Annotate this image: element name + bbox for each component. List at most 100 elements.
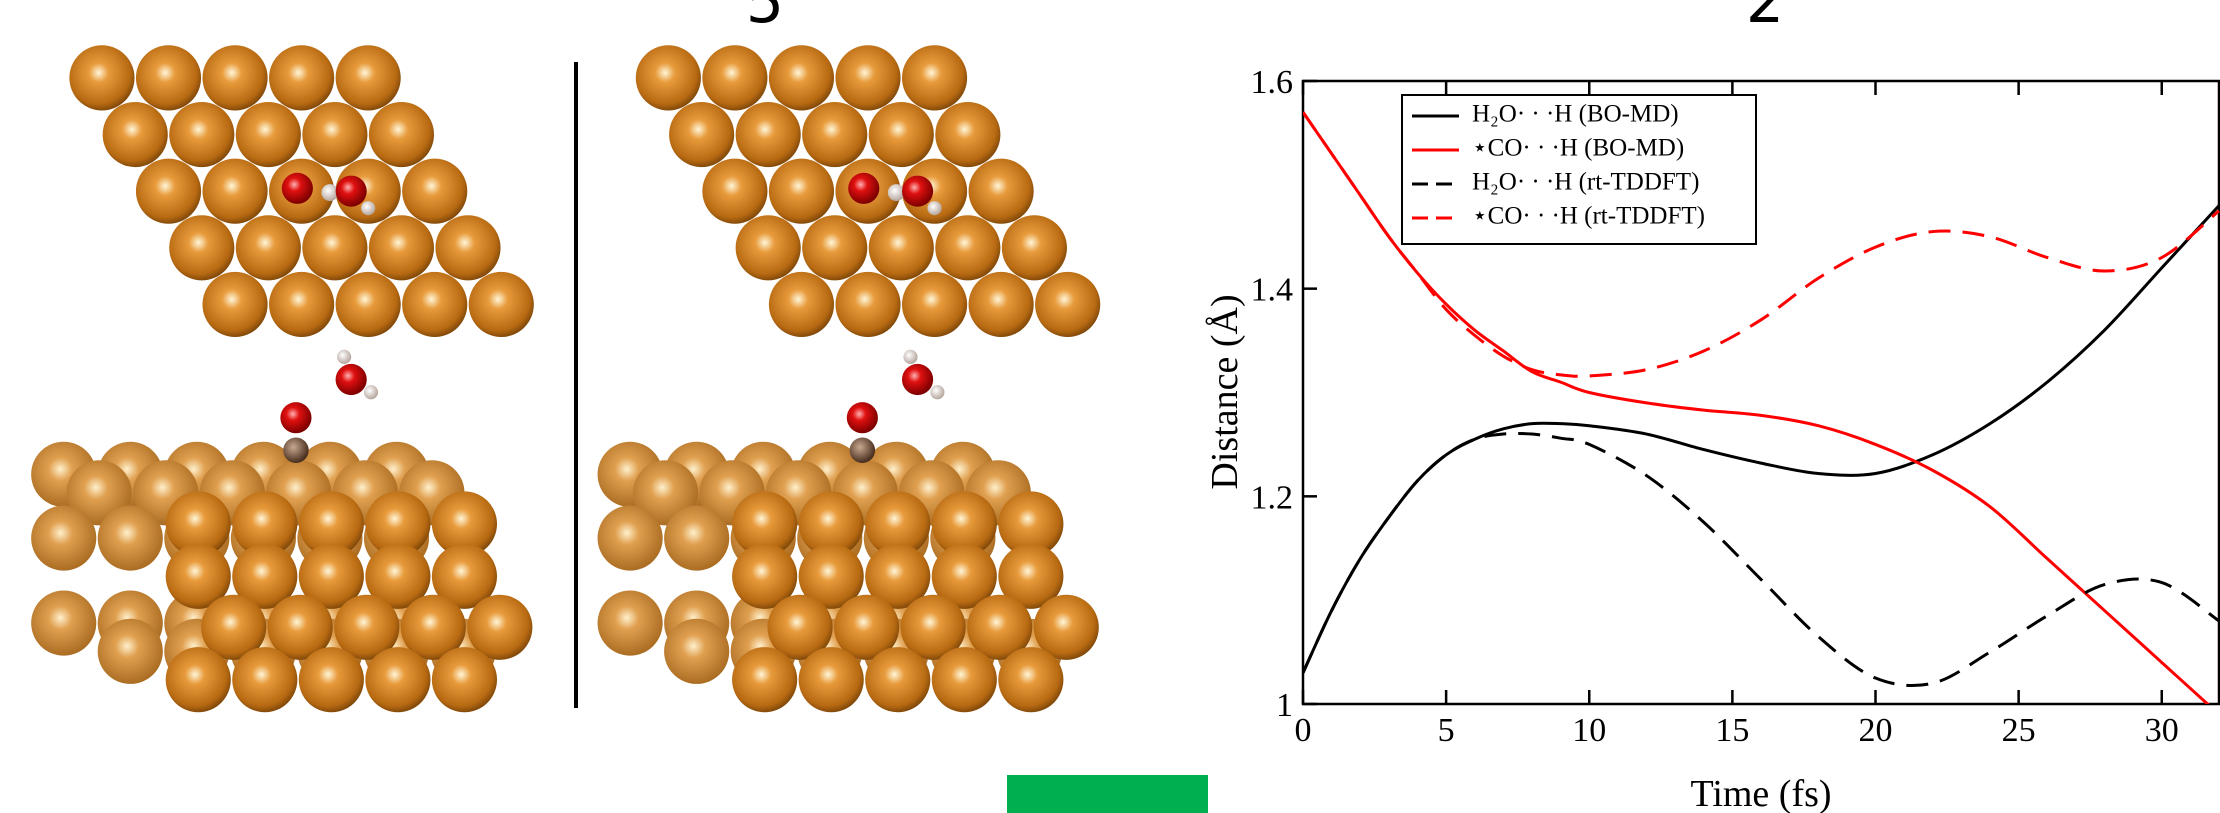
atom [98, 619, 163, 684]
x-tick-label: 20 [1859, 712, 1893, 749]
page: {"cut_labels": ["5", "2"], "chart_data":… [0, 0, 2220, 813]
atom [280, 402, 311, 433]
atom [365, 647, 430, 712]
atom [302, 102, 367, 167]
atom [769, 159, 834, 224]
atom [232, 647, 297, 712]
atom [736, 215, 801, 280]
atom [202, 45, 267, 110]
cut-label: 2 [1746, 0, 1784, 37]
atom [598, 590, 663, 655]
structure-images [31, 45, 1100, 712]
atom [902, 364, 933, 395]
atom [469, 272, 534, 337]
atom [769, 45, 834, 110]
legend-label: H₂O· · ·H (BO-MD) [1472, 101, 1679, 128]
atom [702, 159, 767, 224]
atom [935, 102, 1000, 167]
atom [835, 45, 900, 110]
x-tick-label: 10 [1572, 712, 1606, 749]
atom [1035, 272, 1100, 337]
atom [361, 201, 375, 215]
atom [664, 619, 729, 684]
atom [835, 272, 900, 337]
atom [432, 647, 497, 712]
x-tick-label: 0 [1295, 712, 1312, 749]
atom [732, 647, 797, 712]
x-tick-label: 25 [2002, 712, 2036, 749]
atom [636, 45, 701, 110]
chart: Time (fs) Distance (Å) 0 5 10 15 20 25 30 1 1.2 1… [1204, 64, 2219, 813]
atom [98, 506, 163, 571]
atom [598, 506, 663, 571]
x-tick-label: 5 [1438, 712, 1455, 749]
atom [402, 272, 467, 337]
atom [669, 102, 734, 167]
atom [299, 647, 364, 712]
atom [902, 176, 933, 207]
atom [769, 272, 834, 337]
atom [932, 647, 997, 712]
atom [336, 364, 367, 395]
atom [136, 45, 201, 110]
atom [31, 590, 96, 655]
atom [847, 402, 878, 433]
x-tick-label: 30 [2145, 712, 2179, 749]
y-tick-label: 1.4 [1251, 272, 1294, 309]
series-line [1303, 433, 2219, 685]
atom [31, 506, 96, 571]
atom [930, 385, 944, 399]
x-axis-title: Time (fs) [1690, 773, 1831, 813]
atom [283, 438, 308, 463]
atom [935, 215, 1000, 280]
atom [236, 102, 301, 167]
atom [269, 45, 334, 110]
atom [998, 647, 1063, 712]
x-tick-label: 15 [1715, 712, 1749, 749]
atom [802, 215, 867, 280]
atom [927, 201, 941, 215]
atom [869, 102, 934, 167]
atom [664, 506, 729, 571]
atom [236, 215, 301, 280]
legend-label: ⋆CO· · ·H (rt-TDDFT) [1472, 203, 1705, 230]
atom [337, 350, 351, 364]
atom [336, 45, 401, 110]
atom [169, 102, 234, 167]
atom [169, 215, 234, 280]
atom [369, 215, 434, 280]
series-line [1303, 206, 2219, 673]
atom [202, 272, 267, 337]
atom [865, 647, 930, 712]
atom [848, 173, 879, 204]
atom [302, 215, 367, 280]
y-tick-label: 1.6 [1251, 64, 1294, 101]
atom [282, 173, 313, 204]
atom [103, 102, 168, 167]
atom [702, 45, 767, 110]
atom [166, 647, 231, 712]
atom [269, 272, 334, 337]
atom [902, 272, 967, 337]
atom [69, 45, 134, 110]
atom [902, 45, 967, 110]
atom [202, 159, 267, 224]
atom [136, 159, 201, 224]
atom [799, 647, 864, 712]
legend: H₂O· · ·H (BO-MD)⋆CO· · ·H (BO-MD)H₂O· ·… [1402, 95, 1756, 244]
atom [1002, 215, 1067, 280]
legend-label: ⋆CO· · ·H (BO-MD) [1472, 135, 1684, 162]
figure: 5 2 Time (fs) Distance (Å) 0 5 10 15 20 25 30 1… [0, 0, 2220, 813]
y-tick-label: 1 [1276, 687, 1293, 724]
atom [850, 438, 875, 463]
atom [364, 385, 378, 399]
atom [903, 350, 917, 364]
atom [435, 215, 500, 280]
atom [369, 102, 434, 167]
atom [969, 159, 1034, 224]
atom [402, 159, 467, 224]
cut-label: 5 [746, 0, 784, 37]
atom [969, 272, 1034, 337]
y-tick-label: 1.2 [1251, 479, 1294, 516]
y-axis-title: Distance (Å) [1204, 294, 1246, 489]
